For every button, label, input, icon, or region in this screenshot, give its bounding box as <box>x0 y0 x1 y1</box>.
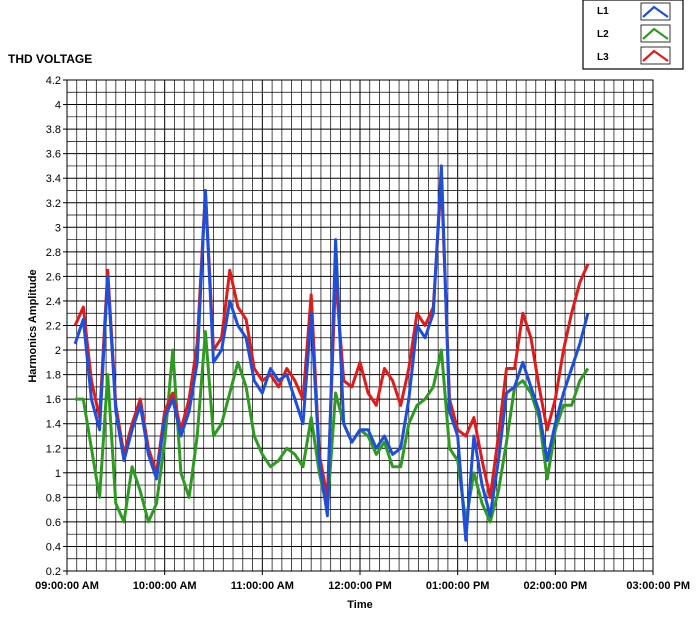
y-tick-label: 1.2 <box>46 443 61 455</box>
legend-label-l2: L2 <box>597 29 609 40</box>
x-tick-label: 03:00:00 PM <box>626 580 690 592</box>
legend-line-l1 <box>642 5 669 18</box>
x-tick-label: 01:00:00 PM <box>426 580 490 592</box>
legend-swatch-l3 <box>640 46 671 65</box>
legend-item-l3: L3 <box>597 46 671 65</box>
y-tick-label: 0.4 <box>46 541 61 553</box>
y-tick-label: 2 <box>55 345 61 357</box>
x-axis: 09:00:00 AM 10:00:00 AM 11:00:00 AM 12:00:0… <box>35 571 690 592</box>
y-tick-label: 2.4 <box>46 296 61 308</box>
x-tick-label: 11:00:00 AM <box>231 580 294 592</box>
y-tick-label: 1.6 <box>46 394 61 406</box>
y-axis: 0.2 0.4 0.6 0.8 1 1.2 1.4 1.6 1.8 2 2.2 2.4 2.6 2.8 3 3… <box>46 75 67 578</box>
x-axis-label: Time <box>347 599 372 611</box>
y-axis-label: Harmonics Amplitude <box>27 269 39 382</box>
y-tick-label: 4 <box>55 100 61 112</box>
legend-item-l1: L1 <box>597 2 671 21</box>
y-tick-label: 0.2 <box>46 566 61 578</box>
y-tick-label: 4.2 <box>46 75 61 87</box>
y-tick-label: 0.6 <box>46 517 61 529</box>
y-tick-label: 3.2 <box>46 198 61 210</box>
x-tick-label: 10:00:00 AM <box>133 580 197 592</box>
x-tick-label: 12:00:00 PM <box>328 580 392 592</box>
y-tick-label: 1 <box>55 468 61 480</box>
x-tick-label: 09:00:00 AM <box>35 580 99 592</box>
series-line-l2 <box>75 330 590 524</box>
series-layer <box>73 164 590 542</box>
y-tick-label: 2.8 <box>46 247 61 259</box>
legend-swatch-l2 <box>640 24 671 43</box>
x-tick-label: 02:00:00 PM <box>524 580 588 592</box>
chart-title: THD VOLTAGE <box>8 52 92 66</box>
legend-label-l1: L1 <box>597 6 609 17</box>
legend-line-l2 <box>642 27 669 40</box>
y-tick-label: 3.8 <box>46 124 61 136</box>
y-tick-label: 1.8 <box>46 370 61 382</box>
legend-label-l3: L3 <box>597 52 609 63</box>
legend-line-l3 <box>642 49 669 62</box>
y-tick-label: 2.2 <box>46 321 61 333</box>
y-tick-label: 0.8 <box>46 492 61 504</box>
series-line-l1 <box>73 164 590 542</box>
legend-item-l2: L2 <box>597 24 671 43</box>
legend-swatch-l1 <box>640 2 671 21</box>
legend: L1 L2 L3 <box>582 0 684 70</box>
grid-lines <box>67 80 653 571</box>
y-tick-label: 3.6 <box>46 149 61 161</box>
y-tick-label: 2.6 <box>46 271 61 283</box>
y-tick-label: 3 <box>55 222 61 234</box>
y-tick-label: 1.4 <box>46 419 61 431</box>
y-tick-label: 3.4 <box>46 173 61 185</box>
